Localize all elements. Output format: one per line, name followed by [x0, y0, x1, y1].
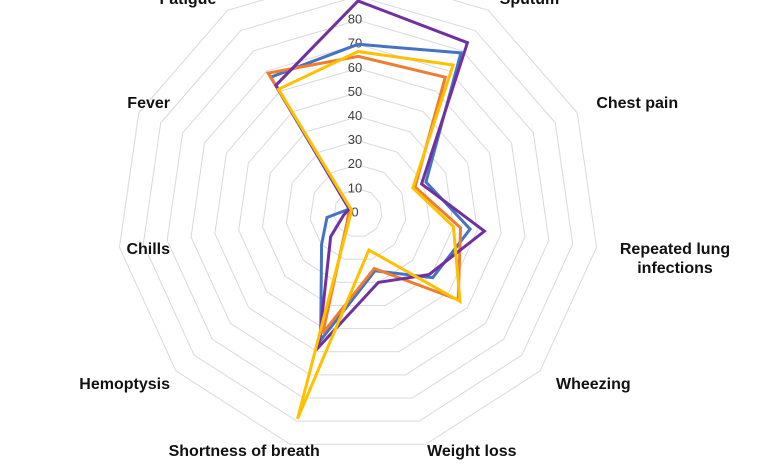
category-label: Repeated lung infections: [619, 241, 731, 278]
category-label: Sputum: [500, 0, 670, 9]
grid-ring: [142, 0, 574, 422]
radial-tick-label: 10: [348, 180, 362, 195]
radial-tick-label: 80: [348, 12, 362, 27]
category-label: Shortness of breath: [168, 443, 320, 460]
grid-ring: [238, 91, 478, 330]
category-label: Fever: [127, 95, 170, 113]
category-label: Weight loss: [427, 443, 517, 460]
radial-tick-label: 60: [348, 60, 362, 75]
grid-ring: [118, 0, 598, 445]
category-label: Chest pain: [596, 95, 679, 113]
category-label: Hemoptysis: [79, 375, 170, 393]
grid-ring: [190, 43, 526, 376]
category-label: Fatigue: [46, 0, 216, 9]
grid-ring: [333, 188, 383, 237]
grid-ring: [214, 67, 502, 353]
series-line: [265, 54, 463, 335]
category-label: Chills: [126, 241, 170, 259]
grid-ring: [166, 19, 550, 399]
radial-tick-label: 0: [351, 204, 358, 219]
grid-ring: [285, 140, 431, 283]
grid-ring: [309, 164, 407, 260]
radial-tick-label: 20: [348, 156, 362, 171]
radial-tick-label: 50: [348, 84, 362, 99]
radial-tick-label: 40: [348, 108, 362, 123]
radial-tick-label: 30: [348, 132, 362, 147]
series-line: [276, 49, 462, 420]
radial-tick-label: 90: [348, 0, 362, 3]
category-label: Wheezing: [556, 375, 631, 393]
